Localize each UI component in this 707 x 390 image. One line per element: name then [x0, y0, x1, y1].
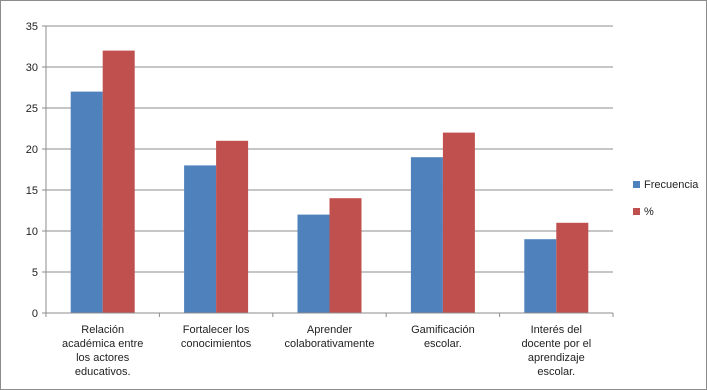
x-category-label-line: académica entre	[62, 338, 143, 350]
bar-porcentaje-1	[216, 140, 249, 313]
x-category-label: Gamificación escolar.	[411, 324, 475, 350]
y-tick-label: 35	[26, 21, 38, 33]
bar-frecuencia-0	[70, 91, 103, 313]
y-tick-label: 5	[32, 267, 38, 279]
legend-swatch-1	[633, 208, 640, 215]
bar-porcentaje-3	[442, 132, 475, 313]
x-category-label-line: colaborativamente	[285, 338, 375, 350]
bar-frecuencia-4	[524, 239, 557, 313]
y-tick-label: 0	[32, 308, 38, 320]
x-category-label-line: Relación	[81, 324, 124, 336]
bar-porcentaje-4	[556, 222, 589, 313]
x-category-label-line: aprendizaje	[528, 352, 585, 364]
y-tick-label: 15	[26, 185, 38, 197]
y-tick-label: 25	[26, 103, 38, 115]
bar-frecuencia-3	[410, 157, 443, 313]
bar-porcentaje-2	[329, 198, 362, 313]
x-category-label: Aprender colaborativamente	[285, 324, 375, 350]
legend-label-1: %	[644, 206, 654, 218]
x-category-label: Fortalecer los conocimientos	[181, 324, 252, 350]
y-tick-label: 10	[26, 226, 38, 238]
legend-swatch-0	[633, 181, 640, 188]
x-axis: Relación académica entre los actores educat…	[45, 312, 614, 378]
y-tick-label: 30	[26, 62, 38, 74]
bar-porcentaje-0	[102, 50, 135, 313]
y-axis: 0 5 10 15 20 25 30 35	[26, 21, 47, 320]
x-category-label-line: escolar.	[537, 366, 575, 378]
x-category-label-line: Aprender	[307, 324, 353, 336]
legend: Frecuencia%	[633, 179, 699, 218]
x-category-label-line: escolar.	[424, 338, 462, 350]
x-category-label-line: conocimientos	[181, 338, 252, 350]
x-category-label-line: Gamificación	[411, 324, 475, 336]
x-category-label-line: Interés del	[531, 324, 582, 336]
x-category-label-line: los actores	[76, 352, 130, 364]
x-category-label-line: Fortalecer los	[183, 324, 250, 336]
x-category-label-line: docente por el	[521, 338, 591, 350]
bars	[70, 50, 589, 313]
y-tick-label: 20	[26, 144, 38, 156]
gridlines	[46, 25, 613, 273]
x-category-label: Relación académica entre los actores educat…	[62, 324, 143, 378]
bar-frecuencia-1	[184, 165, 217, 313]
legend-label-0: Frecuencia	[644, 179, 699, 191]
x-category-label: Interés del docente por el aprendizaje esco…	[521, 324, 591, 378]
x-category-label-line: educativos.	[75, 366, 131, 378]
bar-frecuencia-2	[297, 214, 330, 313]
